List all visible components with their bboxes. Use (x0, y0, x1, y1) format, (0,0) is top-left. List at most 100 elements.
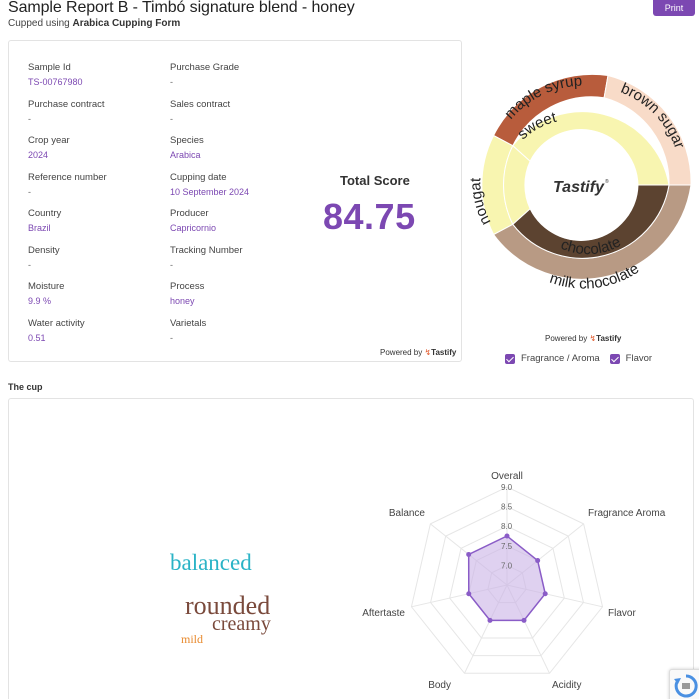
page-subtitle: Cupped using Arabica Cupping Form (8, 18, 180, 29)
print-button[interactable]: Print (653, 0, 695, 16)
wheel-legend: Fragrance / Aroma Flavor (505, 353, 662, 364)
field-value: honey (170, 296, 195, 306)
field-purchase-grade: Purchase Grade - (170, 62, 239, 87)
word-cloud-rounded: rounded (185, 591, 271, 620)
sample-info-card: Sample Id TS-00767980 Purchase Grade - Purch… (8, 40, 462, 362)
radar-point-balance[interactable] (466, 551, 472, 557)
legend-fragrance-aroma[interactable]: Fragrance / Aroma (505, 353, 600, 364)
field-country: Country Brazil (28, 208, 61, 233)
field-tracking-number: Tracking Number - (170, 245, 243, 270)
field-value: 9.9 % (28, 296, 52, 306)
field-value: - (170, 77, 173, 87)
wheel-powered-by: Powered by ↯Tastify (545, 334, 621, 343)
radar-tick-label: 7.5 (501, 542, 513, 551)
legend-flavor[interactable]: Flavor (609, 353, 653, 364)
field-reference-number: Reference number - (28, 172, 107, 197)
tastify-logo-icon: ↯ (589, 334, 597, 343)
field-label: Sales contract (170, 99, 231, 110)
total-score-label: Total Score (340, 173, 410, 188)
field-label: Varietals (170, 318, 207, 329)
field-value: TS-00767980 (28, 77, 83, 87)
radar-grid-ring (449, 525, 565, 639)
field-value: 2024 (28, 150, 49, 160)
radar-axis-label-aftertaste: Aftertaste (362, 608, 405, 619)
field-producer: Producer Capricornio (170, 208, 216, 233)
radar-grid-ring (410, 486, 604, 674)
field-value: - (170, 260, 173, 270)
powered-brand: Tastify (431, 348, 457, 357)
field-value: Brazil (28, 223, 51, 233)
trademark-icon: ® (605, 178, 609, 185)
radar-axis-label-flavor: Flavor (608, 608, 636, 619)
field-value: - (28, 260, 31, 270)
subtitle-prefix: Cupped using (8, 18, 73, 29)
recaptcha-badge[interactable] (669, 669, 699, 699)
field-label: Process (170, 281, 205, 292)
field-label: Purchase Grade (170, 62, 240, 73)
wheel-center-logo: Tastify (553, 179, 605, 196)
field-label: Sample Id (28, 62, 71, 73)
radar-tick-label: 8.5 (501, 503, 513, 512)
field-purchase-contract: Purchase contract - (28, 99, 105, 124)
field-label: Purchase contract (28, 99, 105, 110)
legend-flavor-label: Flavor (625, 353, 653, 364)
radar-point-fragrance-aroma[interactable] (535, 558, 541, 564)
radar-axis-label-balance: Balance (389, 508, 426, 519)
wheel-powered-prefix: Powered by (545, 334, 590, 343)
field-label: Density (28, 245, 60, 256)
info-powered-by: Powered by ↯Tastify (380, 348, 456, 357)
field-value: Arabica (170, 150, 201, 160)
legend-fragrance-aroma-label: Fragrance / Aroma (521, 353, 600, 364)
radar-axis-label-body: Body (428, 680, 451, 691)
radar-point-overall[interactable] (504, 533, 510, 539)
radar-axis-label-fragrance-aroma: Fragrance Aroma (588, 508, 666, 519)
field-label: Country (28, 208, 62, 219)
radar-series-area (467, 535, 547, 622)
checkbox-checked-icon[interactable] (505, 353, 515, 364)
field-value: 0.51 (28, 333, 46, 343)
word-cloud-mild: mild (181, 632, 204, 646)
field-label: Producer (170, 208, 209, 219)
field-label: Crop year (28, 135, 70, 146)
field-label: Cupping date (170, 172, 227, 183)
flavor-wheel: maple syrup brown sugar milk chocolate s… (467, 73, 692, 293)
radar-point-body[interactable] (487, 617, 493, 623)
field-sales-contract: Sales contract - (170, 99, 230, 124)
field-value: - (170, 114, 173, 124)
radar-axis-label-acidity: Acidity (552, 680, 581, 691)
tastify-logo-icon: ↯ (424, 348, 432, 357)
section-title-the-cup: The cup (8, 382, 43, 392)
field-sample-id: Sample Id TS-00767980 (28, 62, 83, 87)
radar-tick-label: 8.0 (501, 522, 513, 531)
cup-card (8, 398, 694, 699)
field-value: - (28, 114, 31, 124)
field-cupping-date: Cupping date 10 September 2024 (170, 172, 249, 197)
field-water-activity: Water activity 0.51 (28, 318, 85, 343)
radar-tick-label: 9.0 (501, 483, 513, 492)
cupping-form-name: Arabica Cupping Form (72, 18, 181, 29)
field-label: Species (170, 135, 204, 146)
radar-point-acidity[interactable] (521, 617, 527, 623)
page-title: Sample Report B - Timbó signature blend … (8, 0, 355, 16)
field-value: 10 September 2024 (170, 187, 250, 197)
recaptcha-icon (674, 674, 698, 698)
field-density: Density - (28, 245, 60, 270)
checkbox-checked-icon[interactable] (609, 353, 620, 364)
wheel-powered-brand: Tastify (596, 334, 622, 343)
radar-point-flavor[interactable] (542, 591, 548, 597)
field-value: - (170, 333, 173, 343)
word-cloud-creamy: creamy (212, 613, 271, 635)
radar-point-aftertaste[interactable] (466, 591, 472, 597)
field-label: Moisture (28, 281, 65, 292)
field-varietals: Varietals - (170, 318, 206, 343)
word-cloud-balanced: balanced (170, 550, 252, 575)
field-value: - (28, 187, 31, 197)
field-label: Reference number (28, 172, 107, 183)
powered-prefix: Powered by (380, 348, 425, 357)
wheel-inner-nougat[interactable] (503, 144, 531, 226)
radar-tick-label: 7.0 (501, 561, 513, 570)
field-moisture: Moisture 9.9 % (28, 281, 64, 306)
field-process: Process honey (170, 281, 204, 306)
field-crop-year: Crop year 2024 (28, 135, 70, 160)
